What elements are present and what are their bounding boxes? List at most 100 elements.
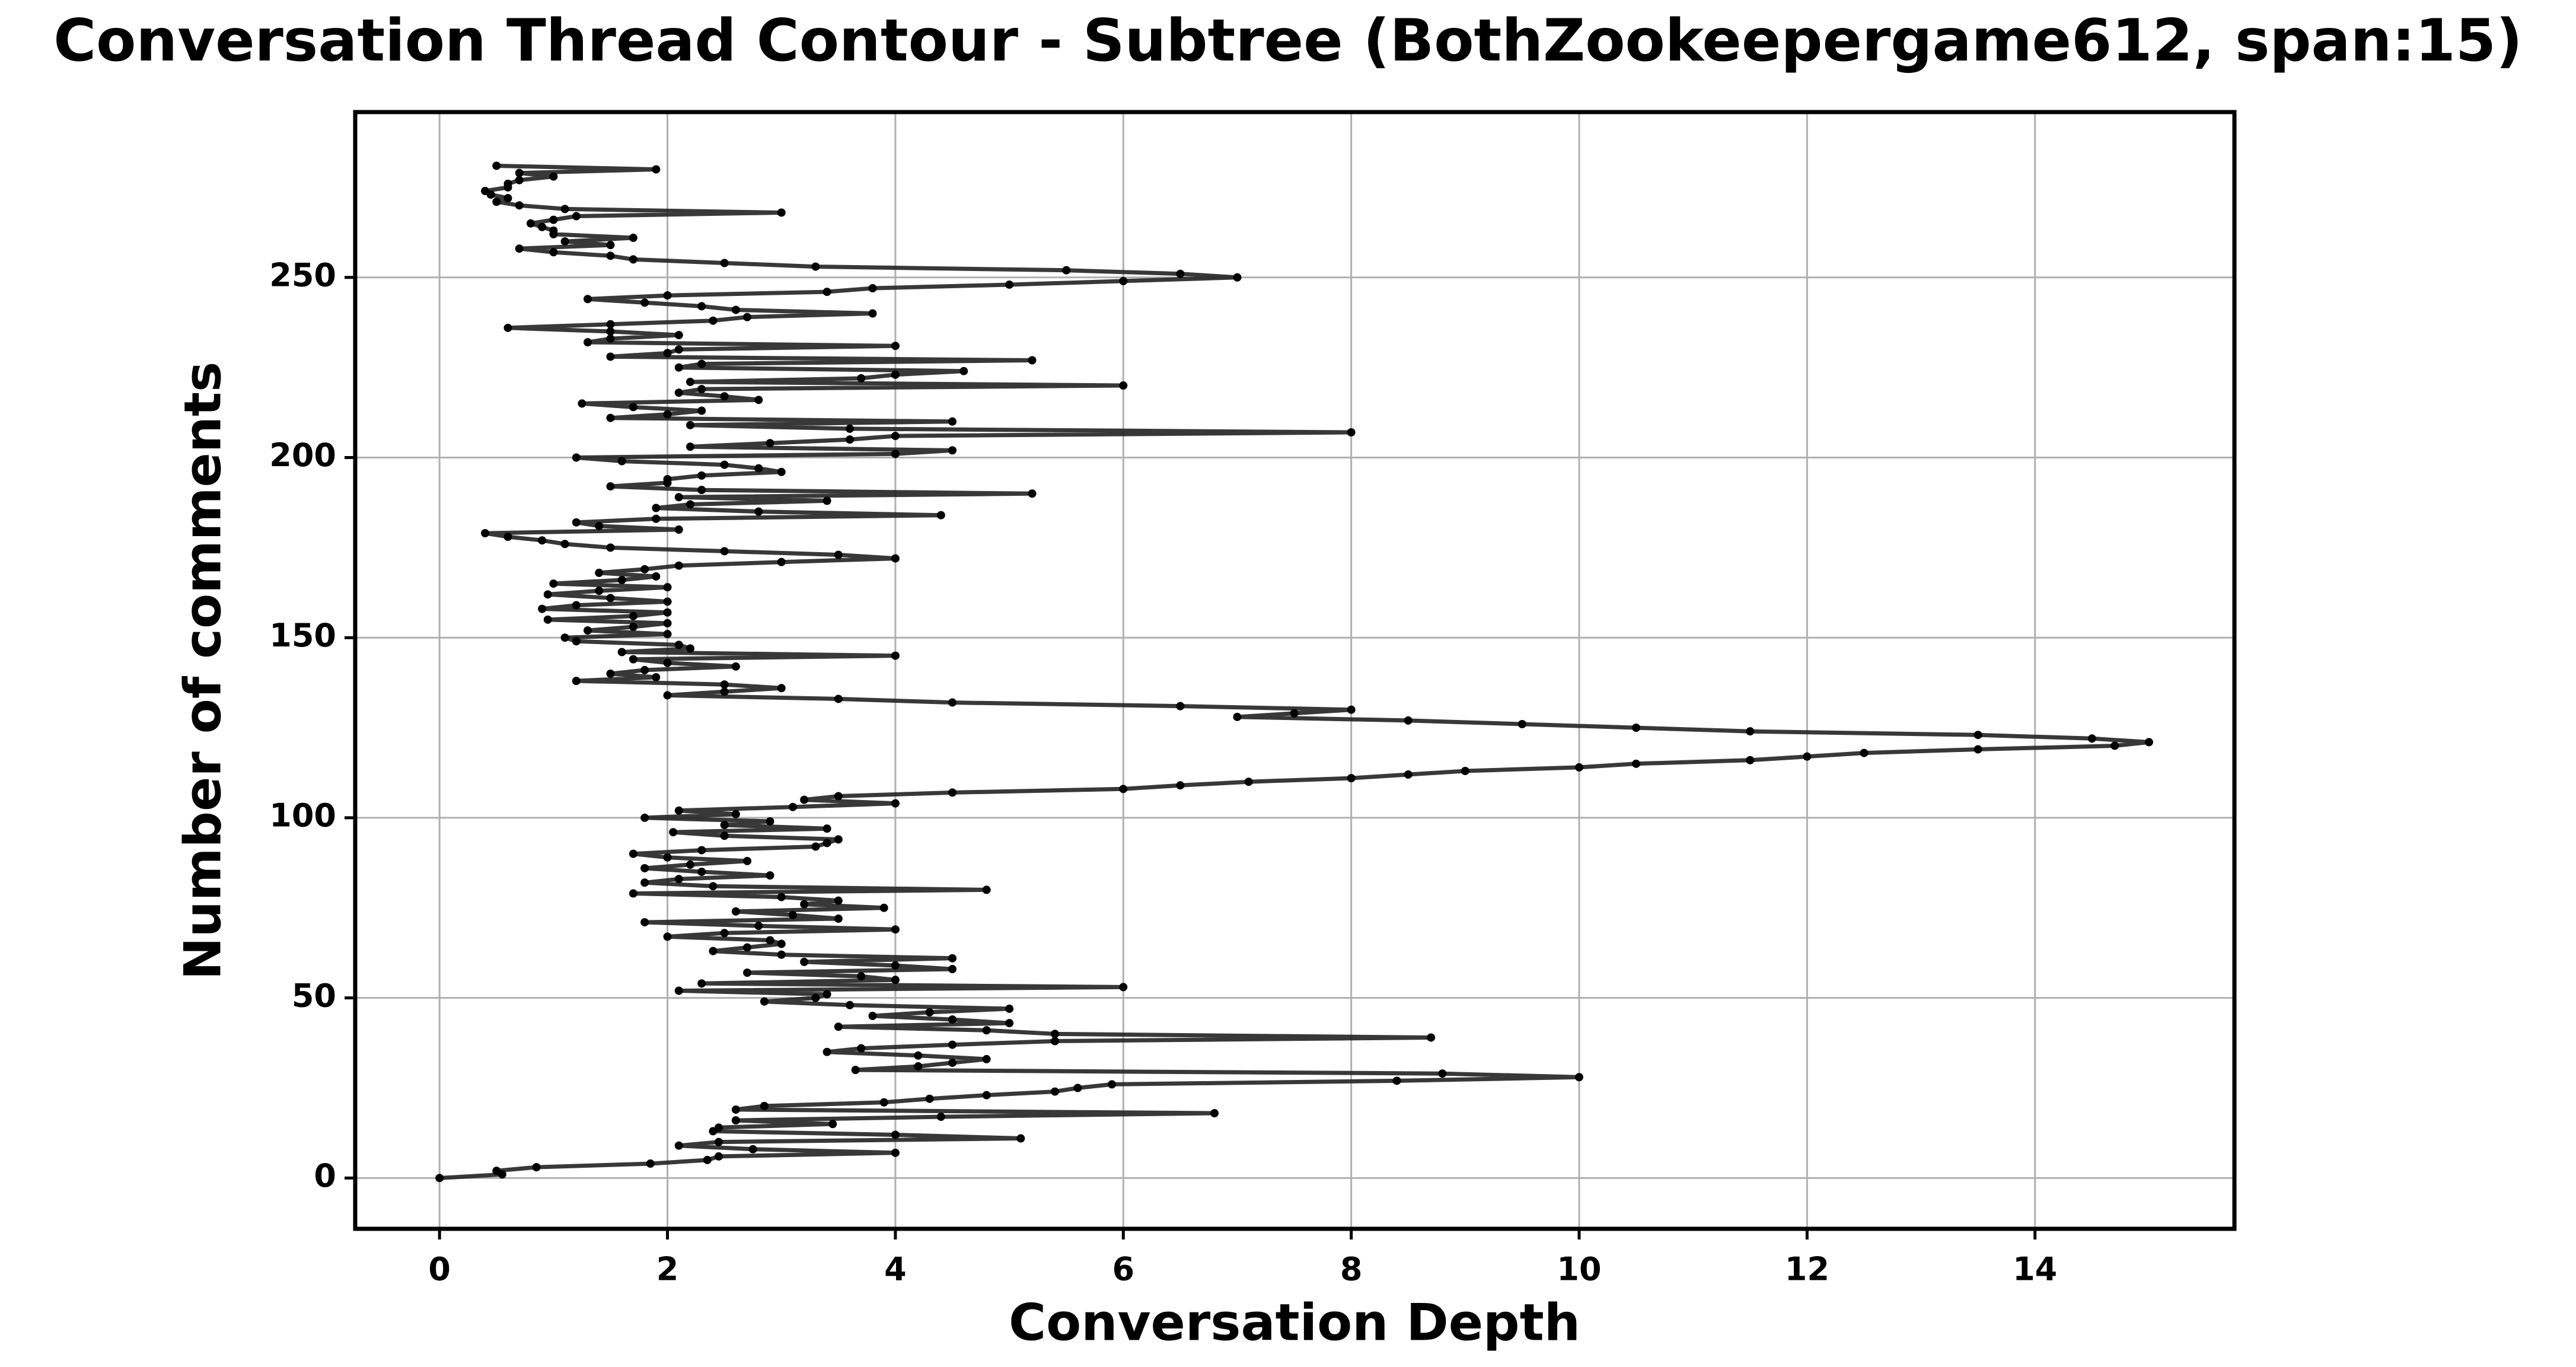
data-point: [982, 885, 991, 894]
data-point: [879, 1098, 888, 1107]
y-tick-label: 200: [269, 436, 336, 474]
data-point: [629, 403, 637, 412]
data-point: [891, 961, 900, 970]
data-point: [697, 471, 706, 480]
data-point: [891, 554, 900, 563]
data-point: [674, 493, 683, 502]
data-point: [515, 201, 524, 210]
data-point: [982, 1054, 991, 1063]
data-point: [674, 986, 683, 995]
data-point: [646, 1159, 655, 1168]
data-point: [936, 1113, 945, 1121]
data-point: [663, 630, 672, 639]
data-point: [1210, 1109, 1219, 1118]
data-point: [2110, 741, 2119, 750]
data-point: [1176, 781, 1185, 790]
data-point: [686, 442, 695, 451]
data-point: [754, 396, 763, 404]
data-point: [503, 323, 512, 332]
data-point: [1461, 766, 1469, 775]
data-point: [777, 893, 786, 901]
data-point: [800, 795, 809, 804]
data-point: [766, 817, 774, 826]
data-point: [822, 288, 831, 297]
data-point: [715, 1123, 723, 1132]
data-point: [743, 313, 752, 321]
data-point: [606, 594, 615, 603]
y-tick-label: 150: [269, 617, 336, 654]
data-point: [948, 954, 957, 963]
data-point: [663, 474, 672, 483]
data-point: [1574, 1073, 1583, 1082]
y-tick-label: 100: [269, 797, 336, 834]
data-point: [1438, 1069, 1447, 1078]
data-point: [720, 821, 729, 830]
data-point: [822, 839, 831, 847]
y-tick-label: 250: [269, 256, 336, 294]
data-point: [697, 385, 706, 394]
data-point: [1632, 724, 1641, 732]
data-point: [948, 1058, 957, 1067]
data-point: [652, 165, 661, 174]
data-point: [834, 896, 843, 905]
data-point: [663, 583, 672, 592]
data-point: [629, 255, 637, 264]
data-point: [720, 680, 729, 689]
data-point: [731, 1116, 740, 1125]
chart-title: Conversation Thread Contour - Subtree (B…: [53, 7, 2523, 75]
data-point: [595, 587, 604, 595]
data-point: [526, 219, 535, 228]
data-point: [1404, 716, 1413, 725]
data-point: [481, 187, 490, 196]
data-point: [709, 947, 718, 955]
data-point: [606, 320, 615, 329]
data-point: [606, 327, 615, 336]
data-point: [1176, 702, 1185, 710]
data-point: [868, 1012, 877, 1021]
data-point: [720, 831, 729, 840]
data-point: [640, 863, 649, 872]
data-point: [492, 197, 501, 206]
data-point: [743, 968, 752, 977]
x-tick-label: 12: [1785, 1251, 1829, 1288]
data-point: [743, 943, 752, 952]
data-point: [891, 432, 900, 441]
data-point: [663, 853, 672, 862]
data-point: [891, 1148, 900, 1157]
data-point: [640, 813, 649, 822]
data-point: [948, 1040, 957, 1049]
data-point: [846, 435, 855, 444]
data-point: [640, 298, 649, 307]
data-point: [982, 1026, 991, 1035]
data-point: [1233, 273, 1242, 282]
data-point: [715, 1137, 723, 1146]
data-point: [731, 662, 740, 671]
data-point: [709, 882, 718, 891]
data-point: [703, 1155, 712, 1164]
data-point: [948, 788, 957, 797]
data-point: [515, 168, 524, 177]
data-point: [1005, 1004, 1014, 1013]
data-point: [572, 677, 581, 686]
data-point: [1347, 774, 1356, 783]
data-point: [1347, 428, 1356, 436]
data-point: [1574, 763, 1583, 772]
data-point: [669, 828, 678, 837]
data-point: [720, 687, 729, 696]
data-point: [731, 1105, 740, 1114]
data-point: [686, 377, 695, 386]
data-point: [560, 633, 569, 642]
data-point: [674, 345, 683, 354]
data-point: [697, 979, 706, 988]
data-point: [811, 842, 820, 851]
data-point: [982, 1091, 991, 1100]
data-point: [663, 691, 672, 700]
data-point: [606, 669, 615, 678]
data-point: [674, 388, 683, 397]
data-point: [851, 1066, 860, 1075]
data-point: [1028, 489, 1037, 498]
data-point: [1119, 381, 1128, 390]
data-point: [697, 846, 706, 855]
